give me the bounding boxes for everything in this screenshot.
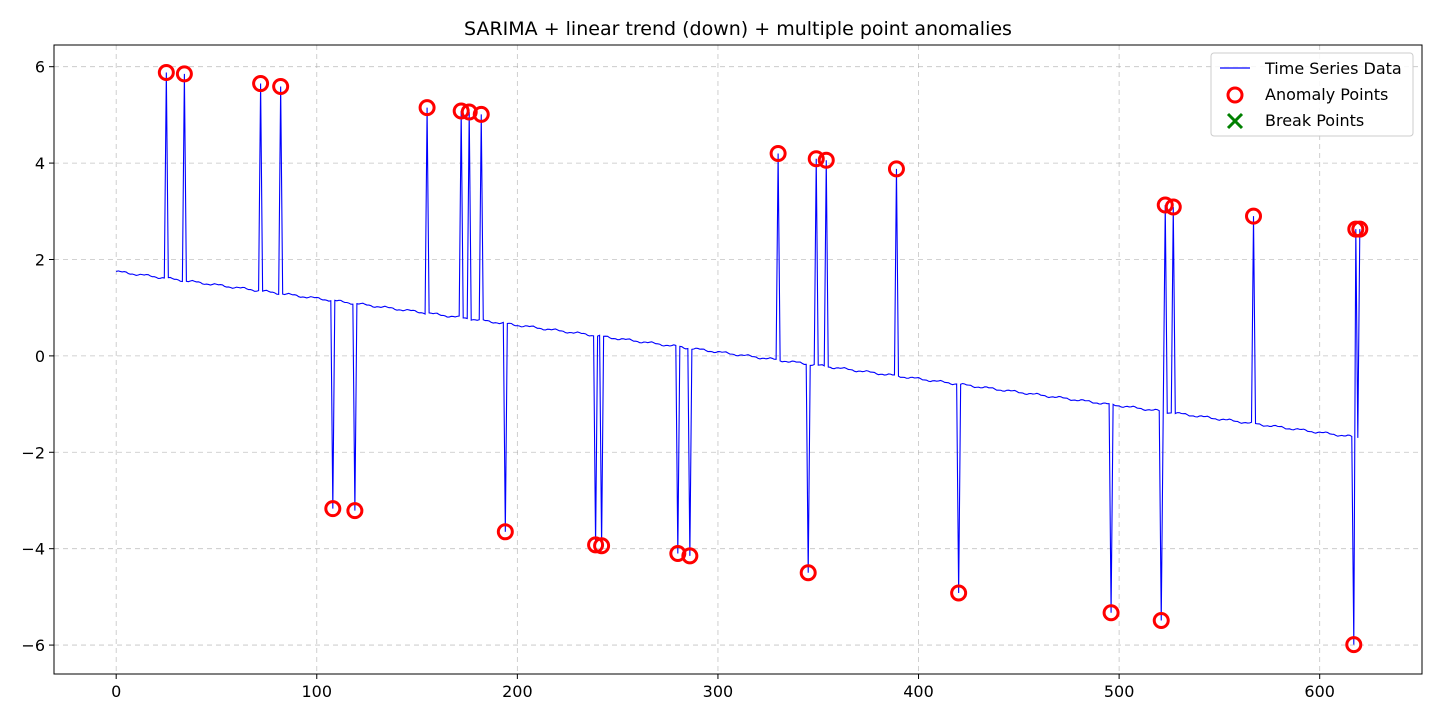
plot-frame <box>53 44 1423 675</box>
legend-x-marker <box>1226 112 1244 130</box>
y-tick-label: −4 <box>21 540 45 559</box>
anomaly-point <box>950 584 968 602</box>
x-tick-label: 0 <box>111 682 121 701</box>
x-tick-label: 500 <box>1104 682 1135 701</box>
anomaly-point <box>472 105 490 123</box>
anomaly-point <box>1164 198 1182 216</box>
anomaly-point <box>593 537 611 555</box>
y-tick-label: −6 <box>21 636 45 655</box>
x-tick-label: 600 <box>1304 682 1335 701</box>
x-tick-label: 300 <box>703 682 734 701</box>
y-tick-label: 0 <box>35 347 45 366</box>
legend-box <box>1210 52 1414 137</box>
anomaly-point <box>418 99 436 117</box>
anomaly-point <box>1345 636 1363 654</box>
legend: Time Series Data Anomaly Points Break Po… <box>1210 52 1414 137</box>
anomaly-point <box>769 144 787 162</box>
anomaly-point <box>1102 604 1120 622</box>
y-tick-label: 6 <box>35 58 45 77</box>
chart-title: SARIMA + linear trend (down) + multiple … <box>464 18 1012 40</box>
x-tick-label: 100 <box>301 682 332 701</box>
y-tick-label: −2 <box>21 443 45 462</box>
anomaly-layer <box>157 63 1369 654</box>
legend-label-anomaly: Anomaly Points <box>1265 85 1388 104</box>
anomaly-point <box>799 564 817 582</box>
y-tick-label: 4 <box>35 154 45 173</box>
anomaly-point <box>587 536 605 554</box>
anomaly-point <box>452 102 470 120</box>
y-tick-label: 2 <box>35 250 45 269</box>
series-layer <box>116 72 1361 645</box>
anomaly-point <box>346 502 364 520</box>
plot-area <box>54 45 1422 674</box>
ticks-layer: 0 100 200 300 400 500 600 −6 −4 −2 0 2 4 6 <box>21 58 1335 701</box>
anomaly-point <box>496 523 514 541</box>
anomaly-point <box>252 75 270 93</box>
anomaly-point <box>807 150 825 168</box>
legend-circle-marker <box>1226 86 1244 104</box>
anomaly-point <box>1351 220 1369 238</box>
anomaly-point <box>324 500 342 518</box>
x-tick-label: 400 <box>903 682 934 701</box>
anomaly-point <box>1152 611 1170 629</box>
anomaly-point <box>272 77 290 95</box>
series-line-time-series <box>116 72 1361 645</box>
anomaly-point <box>681 547 699 565</box>
anomaly-point <box>157 63 175 81</box>
anomaly-point <box>817 151 835 169</box>
x-tick-label: 200 <box>502 682 533 701</box>
anomaly-point <box>887 160 905 178</box>
anomaly-point <box>1156 196 1174 214</box>
anomaly-point <box>175 65 193 83</box>
anomaly-point <box>1245 207 1263 225</box>
legend-label-series: Time Series Data <box>1264 59 1402 78</box>
legend-label-break: Break Points <box>1265 111 1364 130</box>
